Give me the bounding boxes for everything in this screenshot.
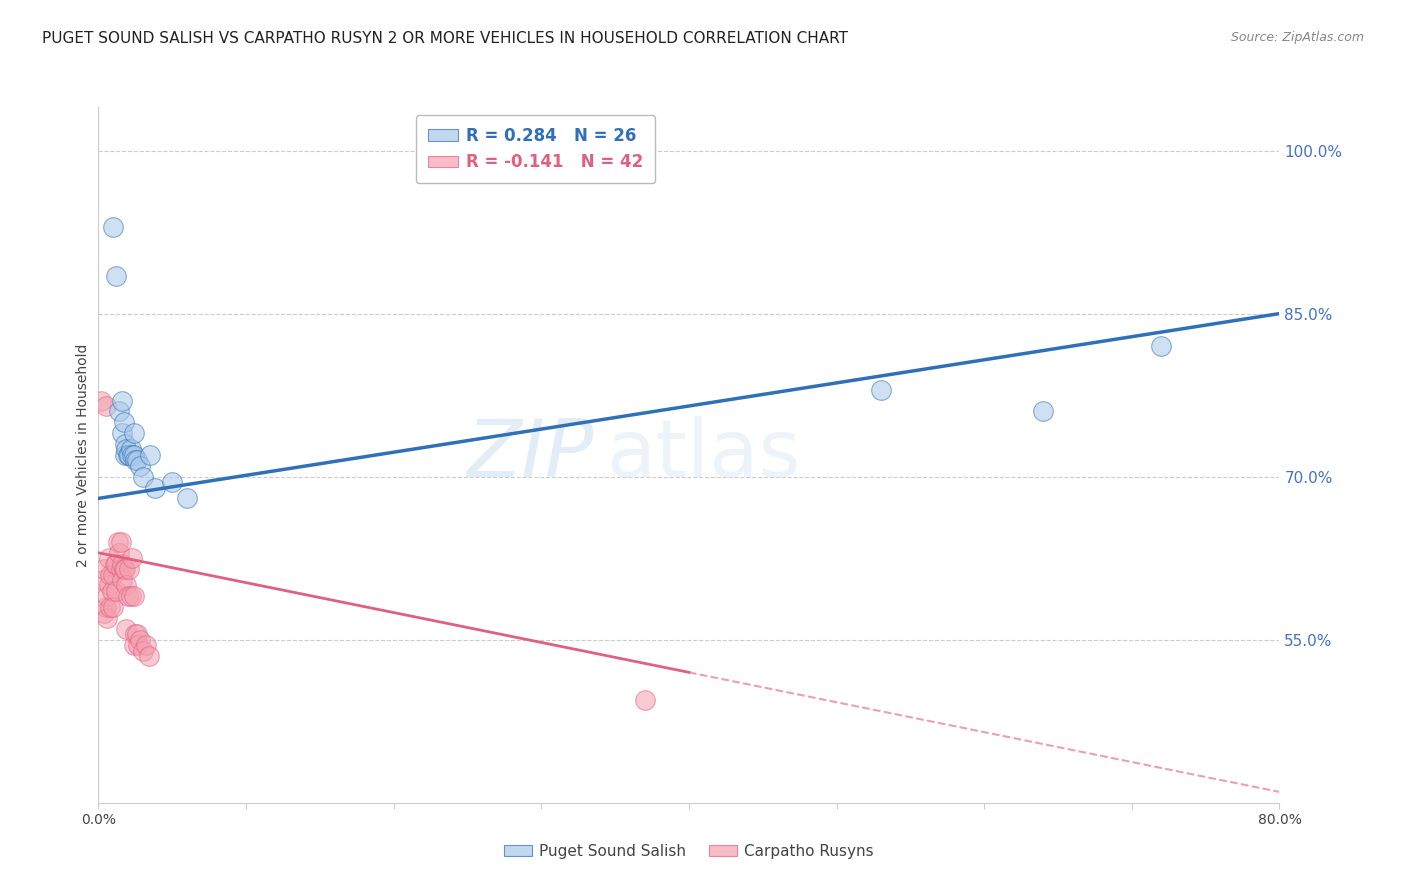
Point [132, 469, 155, 483]
Point [97, 578, 120, 592]
Point [111, 393, 134, 408]
Point [98, 600, 121, 615]
Point [114, 562, 136, 576]
Point [103, 567, 125, 582]
Point [111, 426, 134, 441]
Point [105, 268, 128, 283]
Point [120, 589, 142, 603]
Point [122, 426, 145, 441]
Point [103, 219, 125, 234]
Point [114, 437, 136, 451]
Point [124, 627, 146, 641]
Point [93, 562, 115, 576]
Point [112, 415, 135, 429]
Point [117, 589, 139, 603]
Point [103, 600, 125, 615]
Point [90, 393, 112, 408]
Point [104, 557, 127, 571]
Text: Source: ZipAtlas.com: Source: ZipAtlas.com [1230, 31, 1364, 45]
Point [633, 692, 655, 706]
Point [115, 442, 138, 457]
Point [98, 567, 121, 582]
Point [110, 535, 132, 549]
Text: ZIP: ZIP [467, 416, 595, 494]
Point [121, 551, 143, 566]
Point [115, 622, 138, 636]
Point [869, 383, 891, 397]
Point [94, 399, 117, 413]
Point [122, 638, 145, 652]
Point [112, 562, 135, 576]
Point [96, 611, 118, 625]
Point [111, 573, 134, 587]
Point [122, 589, 145, 603]
Point [138, 648, 160, 663]
Text: atlas: atlas [606, 416, 800, 494]
Point [105, 583, 128, 598]
Point [115, 578, 138, 592]
Legend: Puget Sound Salish, Carpatho Rusyns: Puget Sound Salish, Carpatho Rusyns [498, 838, 880, 864]
Point [132, 643, 155, 657]
Point [125, 627, 148, 641]
Point [120, 442, 142, 457]
Point [114, 448, 136, 462]
Point [1150, 339, 1173, 353]
Point [118, 562, 141, 576]
Point [139, 448, 162, 462]
Point [97, 551, 120, 566]
Point [143, 481, 166, 495]
Point [107, 535, 129, 549]
Point [128, 458, 150, 473]
Point [162, 475, 183, 489]
Point [94, 600, 117, 615]
Point [125, 453, 148, 467]
Point [122, 448, 145, 462]
Point [176, 491, 198, 506]
Point [96, 589, 118, 603]
Point [135, 638, 157, 652]
Point [105, 557, 128, 571]
Text: PUGET SOUND SALISH VS CARPATHO RUSYN 2 OR MORE VEHICLES IN HOUSEHOLD CORRELATION: PUGET SOUND SALISH VS CARPATHO RUSYN 2 O… [42, 31, 848, 46]
Y-axis label: 2 or more Vehicles in Household: 2 or more Vehicles in Household [76, 343, 90, 566]
Point [124, 453, 146, 467]
Point [111, 557, 134, 571]
Point [121, 448, 143, 462]
Point [1032, 404, 1054, 418]
Point [93, 606, 115, 620]
Point [100, 583, 122, 598]
Point [118, 448, 141, 462]
Point [117, 448, 139, 462]
Point [127, 638, 149, 652]
Point [128, 632, 150, 647]
Point [108, 404, 131, 418]
Point [108, 546, 131, 560]
Point [110, 562, 132, 576]
Point [91, 573, 114, 587]
